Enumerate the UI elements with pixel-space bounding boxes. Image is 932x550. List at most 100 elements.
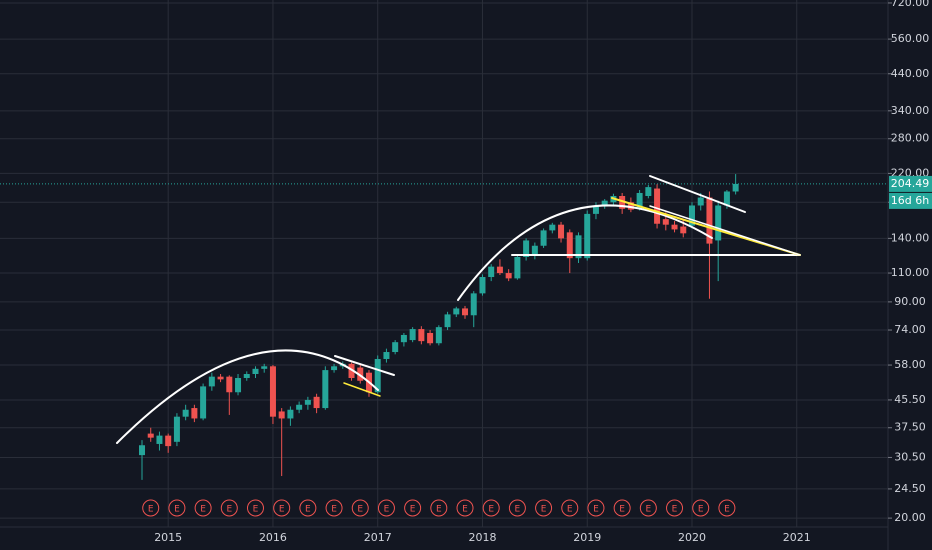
candle-body	[645, 187, 652, 196]
earnings-label: E	[462, 505, 468, 515]
candle-body	[243, 373, 250, 379]
x-tick-label: 2021	[783, 531, 811, 544]
earnings-marker	[325, 499, 343, 517]
y-tick-label: 720.00	[891, 0, 930, 9]
earnings-marker	[404, 499, 422, 517]
candle-body	[453, 308, 460, 315]
earnings-label: E	[724, 505, 730, 515]
candle-body	[217, 376, 224, 380]
candle-body	[252, 368, 259, 374]
y-tick-label: 140.00	[891, 231, 930, 244]
countdown-box	[889, 192, 932, 209]
earnings-label: E	[357, 505, 363, 515]
candle-body	[400, 334, 407, 343]
candle-body	[200, 386, 207, 419]
earnings-label: E	[672, 505, 678, 515]
candle-body	[680, 226, 687, 234]
candle-body	[392, 342, 399, 353]
earnings-label: E	[305, 505, 311, 515]
candle-body	[732, 183, 739, 192]
candle-body	[444, 314, 451, 328]
candle-body	[348, 363, 355, 379]
candle-body	[304, 399, 311, 405]
x-tick-label: 2019	[573, 531, 601, 544]
candle-body	[173, 416, 180, 442]
earnings-label: E	[174, 505, 180, 515]
y-tick-label: 340.00	[891, 104, 930, 117]
y-tick-label: 90.00	[894, 295, 926, 308]
candle-body	[531, 245, 538, 256]
x-tick-label: 2018	[468, 531, 496, 544]
drawings	[116, 175, 801, 444]
candle-body	[706, 197, 713, 244]
candle-body	[383, 352, 390, 359]
candle-body	[261, 366, 268, 369]
earnings-marker	[613, 499, 631, 517]
earnings-label: E	[567, 505, 573, 515]
earnings-label: E	[541, 505, 547, 515]
y-tick-label: 74.00	[894, 323, 926, 336]
earnings-marker	[220, 499, 238, 517]
candle-body	[575, 235, 582, 259]
earnings-label: E	[698, 505, 704, 515]
candle-body	[331, 366, 338, 371]
y-tick-label: 37.50	[894, 421, 926, 434]
trend-line	[649, 205, 801, 256]
earnings-label: E	[410, 505, 416, 515]
trend-arc	[116, 349, 379, 444]
last-price-label: 204.49	[891, 177, 930, 190]
candle-body	[566, 232, 573, 259]
candle-body	[601, 200, 608, 206]
candle-body	[269, 366, 276, 417]
earnings-marker	[718, 499, 736, 517]
candle-body	[715, 205, 722, 241]
candle-body	[322, 370, 329, 409]
trend-line	[334, 355, 395, 376]
candle-body	[488, 266, 495, 278]
earnings-marker	[142, 499, 160, 517]
candle-body	[409, 329, 416, 341]
candle-body	[235, 378, 242, 393]
candle-body	[514, 256, 521, 279]
candle-body	[313, 396, 320, 409]
axes: 20.00 24.50 30.50 37.50 45.50 58.00 74.00 90.00…	[154, 0, 932, 544]
candle-body	[549, 224, 556, 231]
earnings-label: E	[619, 505, 625, 515]
earnings-label: E	[593, 505, 599, 515]
earnings-label: E	[200, 505, 206, 515]
candle-body	[470, 293, 477, 316]
earnings-marker	[430, 499, 448, 517]
candle-body	[435, 327, 442, 344]
earnings-marker	[666, 499, 684, 517]
candle-body	[479, 277, 486, 294]
y-tick-label: 20.00	[894, 511, 926, 524]
earnings-label: E	[436, 505, 442, 515]
earnings-marker	[168, 499, 186, 517]
earnings-label: E	[488, 505, 494, 515]
candle-body	[296, 404, 303, 410]
candle-body	[592, 205, 599, 214]
candle-body	[654, 188, 661, 224]
earnings-marker	[456, 499, 474, 517]
earnings-marker	[299, 499, 317, 517]
candle-body	[627, 202, 634, 210]
candle-body	[462, 308, 469, 316]
candle-body	[671, 224, 678, 230]
candle-body	[226, 376, 233, 393]
earnings-label: E	[645, 505, 651, 515]
candle-body	[723, 191, 730, 206]
earnings-label: E	[279, 505, 285, 515]
earnings-marker	[535, 499, 553, 517]
candle-body	[357, 367, 364, 381]
earnings-marker	[377, 499, 395, 517]
y-tick-label: 30.50	[894, 450, 926, 463]
candle-body	[287, 409, 294, 419]
y-tick-label: 560.00	[891, 32, 930, 45]
x-tick-label: 2020	[678, 531, 706, 544]
candle-body	[182, 409, 189, 417]
earnings-marker	[561, 499, 579, 517]
candle-body	[427, 332, 434, 344]
